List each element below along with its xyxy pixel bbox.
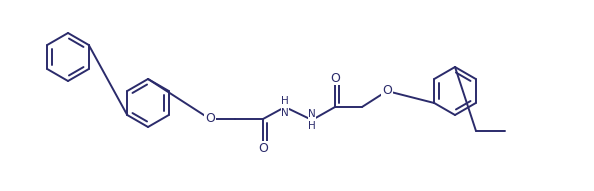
Text: O: O <box>205 112 215 125</box>
Text: O: O <box>258 142 268 155</box>
Text: N
H: N H <box>308 109 316 131</box>
Text: H
N: H N <box>281 96 289 118</box>
Text: O: O <box>330 71 340 84</box>
Text: O: O <box>382 84 392 97</box>
